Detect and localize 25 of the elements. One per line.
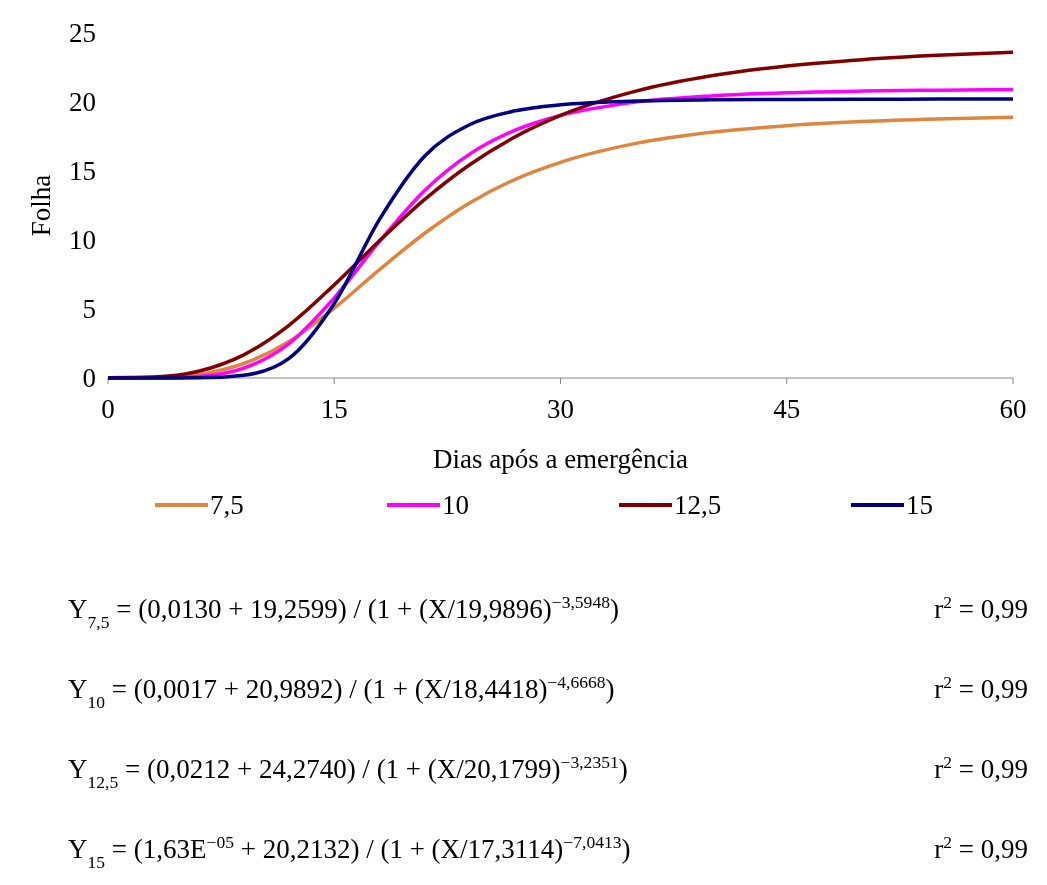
- y-tick-label: 20: [69, 87, 96, 117]
- legend-label: 12,5: [674, 490, 722, 520]
- text: r$^{2}$ = 0,99: [934, 832, 1028, 864]
- x-tick-label: 0: [101, 394, 115, 424]
- legend-label: 7,5: [210, 490, 244, 520]
- text: Y$_{15}$ = (1,63E$^{−05}$ + 20,2132) / (1 + (X/17,3114)$^{−7,0413}$): [68, 832, 631, 872]
- y-tick-label: 5: [82, 294, 96, 324]
- y-tick-label: 10: [69, 225, 96, 255]
- y-axis-title: Folha: [26, 174, 56, 237]
- legend-label: 10: [442, 490, 469, 520]
- y-tick-label: 0: [82, 363, 96, 393]
- x-tick-label: 45: [773, 394, 801, 424]
- x-tick-label: 15: [320, 394, 348, 424]
- text: Y$_{12,5}$ = (0,0212 + 24,2740) / (1 + (X/20,1799)$^{−3,2351}$): [68, 752, 628, 792]
- x-tick-label: 60: [999, 394, 1027, 424]
- x-axis-title: Dias após a emergência: [432, 444, 689, 474]
- y-tick-label: 15: [69, 156, 96, 186]
- text: r$^{2}$ = 0,99: [934, 752, 1028, 784]
- text: Y$_{10}$ = (0,0017 + 20,9892) / (1 + (X/18,4418)$^{−4,6668}$): [68, 672, 615, 712]
- text: Y$_{7,5}$ = (0,0130 + 19,2599) / (1 + (X/19,9896)$^{−3,5948}$): [68, 592, 619, 632]
- legend-label: 15: [906, 490, 933, 520]
- text: r$^{2}$ = 0,99: [934, 672, 1028, 704]
- y-tick-label: 25: [69, 18, 96, 48]
- x-tick-label: 30: [547, 394, 574, 424]
- text: r$^{2}$ = 0,99: [934, 592, 1028, 624]
